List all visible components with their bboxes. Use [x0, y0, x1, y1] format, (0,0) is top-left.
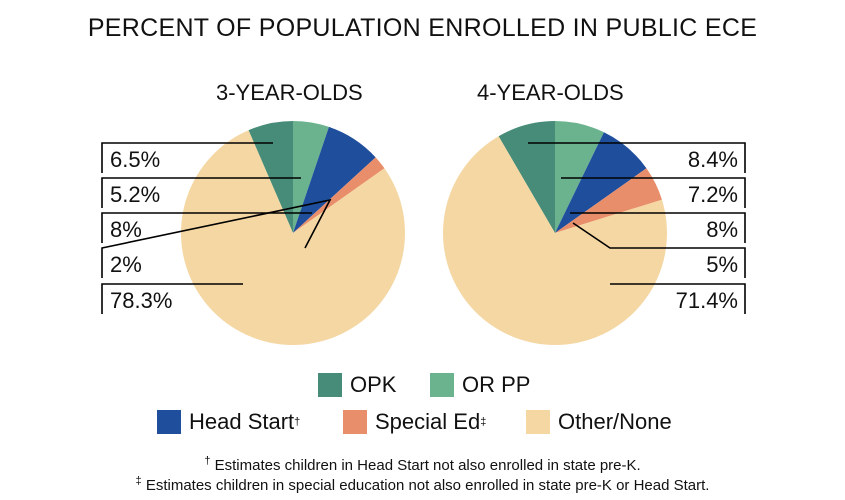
pie-slice-or-pp	[293, 121, 329, 233]
pie-slice-opk	[248, 121, 293, 233]
data-label: 5.2%	[110, 182, 160, 207]
pie-title-4yo: 4-YEAR-OLDS	[477, 80, 624, 105]
leader-line	[570, 212, 746, 243]
legend-label: Head Start	[189, 409, 295, 434]
footnote-1: † Estimates children in Head Start not a…	[0, 455, 845, 474]
legend-swatch	[157, 410, 181, 434]
pie-slice-opk	[498, 121, 555, 233]
pie-slice-head-start	[555, 132, 647, 233]
pie-slice-other-none	[181, 130, 405, 345]
data-label: 71.4%	[676, 288, 738, 313]
leader-line	[101, 212, 312, 243]
pie-title-3yo: 3-YEAR-OLDS	[216, 80, 363, 105]
data-label: 78.3%	[110, 288, 172, 313]
leader-line	[101, 177, 301, 208]
legend-mark: ‡	[480, 416, 487, 428]
data-label: 5%	[706, 252, 738, 277]
legend-label: OPK	[350, 372, 397, 397]
pie-slice-special-ed	[293, 157, 385, 233]
pie-slice-other-none	[442, 136, 667, 345]
legend-other: Other/None	[526, 409, 672, 435]
legend-swatch	[318, 373, 342, 397]
legend-orpp: OR PP	[430, 372, 530, 398]
footnote-2: ‡ Estimates children in special educatio…	[0, 475, 845, 494]
legend-head-start: Head Start †	[157, 409, 300, 435]
legend-opk: OPK	[318, 372, 396, 398]
leader-line	[561, 177, 746, 208]
data-label: 7.2%	[688, 182, 738, 207]
legend-swatch	[343, 410, 367, 434]
data-label: 8%	[706, 217, 738, 242]
leader-line	[101, 142, 273, 173]
legend-label: OR PP	[462, 372, 531, 397]
legend-mark: †	[294, 416, 301, 428]
footnote-mark: †	[204, 455, 211, 467]
pie-slice-head-start	[293, 126, 376, 233]
leader-line	[528, 142, 746, 173]
data-label: 8.4%	[688, 147, 738, 172]
footnote-text: Estimates children in Head Start not als…	[210, 457, 641, 474]
legend-special-ed: Special Ed ‡	[343, 409, 486, 435]
data-label: 6.5%	[110, 147, 160, 172]
chart-title: PERCENT OF POPULATION ENROLLED IN PUBLIC…	[87, 14, 758, 42]
data-label: 2%	[110, 252, 142, 277]
legend-label: Other/None	[558, 409, 672, 434]
leader-line	[572, 222, 746, 278]
legend-swatch	[430, 373, 454, 397]
leader-line	[610, 283, 746, 314]
pie-slice-or-pp	[555, 121, 604, 233]
data-label: 8%	[110, 217, 142, 242]
legend-label: Special Ed	[375, 409, 481, 434]
pie-slice-special-ed	[555, 168, 662, 233]
footnote-text: Estimates children in special education …	[141, 477, 710, 494]
legend-swatch	[526, 410, 550, 434]
leader-line	[101, 283, 243, 314]
footnote-mark: ‡	[135, 475, 142, 487]
leader-line	[101, 198, 332, 278]
